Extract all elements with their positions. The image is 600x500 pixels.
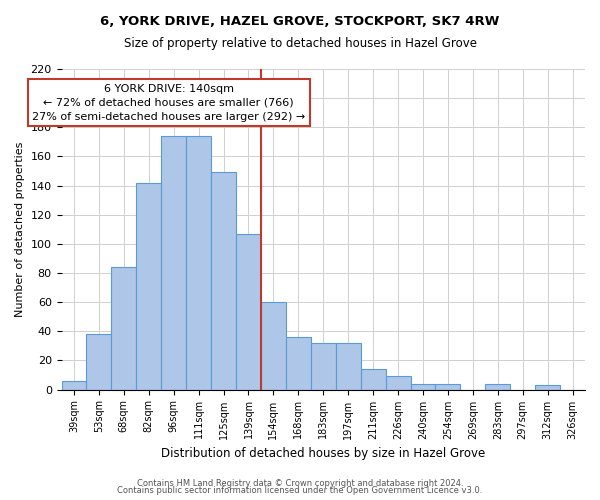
Bar	[286, 337, 311, 390]
Y-axis label: Number of detached properties: Number of detached properties	[15, 142, 25, 317]
Bar	[361, 369, 386, 390]
Bar	[436, 384, 460, 390]
Bar	[186, 136, 211, 390]
Bar	[535, 385, 560, 390]
Bar	[485, 384, 510, 390]
Text: 6, YORK DRIVE, HAZEL GROVE, STOCKPORT, SK7 4RW: 6, YORK DRIVE, HAZEL GROVE, STOCKPORT, S…	[100, 15, 500, 28]
Bar	[86, 334, 112, 390]
Bar	[410, 384, 436, 390]
Text: Contains HM Land Registry data © Crown copyright and database right 2024.: Contains HM Land Registry data © Crown c…	[137, 478, 463, 488]
Bar	[211, 172, 236, 390]
Bar	[161, 136, 186, 390]
X-axis label: Distribution of detached houses by size in Hazel Grove: Distribution of detached houses by size …	[161, 447, 485, 460]
Bar	[112, 267, 136, 390]
Bar	[236, 234, 261, 390]
Bar	[62, 381, 86, 390]
Bar	[261, 302, 286, 390]
Text: Size of property relative to detached houses in Hazel Grove: Size of property relative to detached ho…	[124, 38, 476, 51]
Text: 6 YORK DRIVE: 140sqm
← 72% of detached houses are smaller (766)
27% of semi-deta: 6 YORK DRIVE: 140sqm ← 72% of detached h…	[32, 84, 305, 122]
Bar	[311, 343, 336, 390]
Bar	[336, 343, 361, 390]
Bar	[136, 182, 161, 390]
Text: Contains public sector information licensed under the Open Government Licence v3: Contains public sector information licen…	[118, 486, 482, 495]
Bar	[386, 376, 410, 390]
